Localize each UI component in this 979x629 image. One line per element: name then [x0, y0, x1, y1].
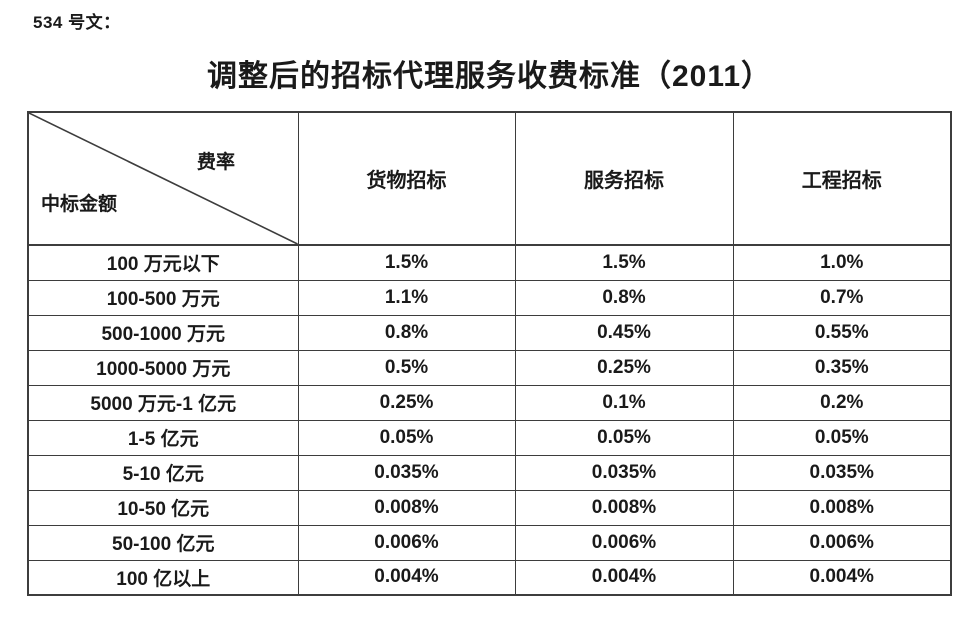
table-row: 50-100 亿元 0.006% 0.006% 0.006% [27, 524, 952, 561]
page-title: 调整后的招标代理服务收费标准（2011） [206, 60, 773, 93]
table-row: 5-10 亿元 0.035% 0.035% 0.035% [27, 454, 952, 491]
rate-value-cell: 0.008% [732, 489, 952, 526]
rate-value-cell: 0.8% [514, 279, 734, 316]
row-label-bid-amount-range: 100-500 万元 [27, 279, 299, 316]
row-label-bid-amount-range: 100 亿以上 [27, 559, 299, 596]
rate-value-cell: 0.5% [297, 349, 516, 386]
rate-value-cell: 0.05% [297, 419, 516, 456]
table-row: 100-500 万元 1.1% 0.8% 0.7% [27, 279, 952, 316]
table-row: 500-1000 万元 0.8% 0.45% 0.55% [27, 314, 952, 351]
table-header-row: 费率 中标金额 货物招标 服务招标 工程招标 [27, 111, 952, 246]
table-row: 100 万元以下 1.5% 1.5% 1.0% [27, 244, 952, 281]
rate-value-cell: 0.008% [514, 489, 734, 526]
diagonal-divider-line [29, 113, 298, 244]
row-label-bid-amount-range: 1000-5000 万元 [27, 349, 299, 386]
rate-value-cell: 0.35% [732, 349, 952, 386]
table-row: 100 亿以上 0.004% 0.004% 0.004% [27, 559, 952, 596]
rate-value-cell: 0.035% [514, 454, 734, 491]
rate-value-cell: 0.004% [297, 559, 516, 596]
rate-value-cell: 1.5% [297, 244, 516, 281]
rate-value-cell: 0.05% [732, 419, 952, 456]
column-header-engineering-bidding: 工程招标 [732, 111, 952, 246]
row-label-bid-amount-range: 1-5 亿元 [27, 419, 299, 456]
table-row: 10-50 亿元 0.008% 0.008% 0.008% [27, 489, 952, 526]
rate-value-cell: 0.2% [732, 384, 952, 421]
corner-label-bid-amount: 中标金额 [41, 194, 118, 215]
rate-value-cell: 0.006% [297, 524, 516, 561]
rate-value-cell: 0.25% [297, 384, 516, 421]
fee-standard-table: 费率 中标金额 货物招标 服务招标 工程招标 100 万元以下 1.5% 1.5% 1… [27, 111, 952, 596]
table-row: 1-5 亿元 0.05% 0.05% 0.05% [27, 419, 952, 456]
rate-value-cell: 1.5% [514, 244, 734, 281]
rate-value-cell: 0.008% [297, 489, 516, 526]
rate-value-cell: 0.1% [514, 384, 734, 421]
table-corner-cell: 费率 中标金额 [27, 111, 299, 246]
row-label-bid-amount-range: 50-100 亿元 [27, 524, 299, 561]
rate-value-cell: 0.006% [514, 524, 734, 561]
rate-value-cell: 1.1% [297, 279, 516, 316]
rate-value-cell: 0.035% [732, 454, 952, 491]
table-body: 100 万元以下 1.5% 1.5% 1.0% 100-500 万元 1.1% 0.8% 0.… [27, 244, 952, 596]
rate-value-cell: 0.8% [297, 314, 516, 351]
rate-value-cell: 0.035% [297, 454, 516, 491]
rate-value-cell: 0.05% [514, 419, 734, 456]
rate-value-cell: 0.7% [732, 279, 952, 316]
row-label-bid-amount-range: 5-10 亿元 [27, 454, 299, 491]
doc-number-label: 534 号文： [33, 13, 121, 32]
table-row: 5000 万元-1 亿元 0.25% 0.1% 0.2% [27, 384, 952, 421]
column-header-service-bidding: 服务招标 [514, 111, 734, 246]
rate-value-cell: 0.45% [514, 314, 734, 351]
corner-label-rate: 费率 [197, 152, 236, 173]
table-row: 1000-5000 万元 0.5% 0.25% 0.35% [27, 349, 952, 386]
row-label-bid-amount-range: 500-1000 万元 [27, 314, 299, 351]
row-label-bid-amount-range: 5000 万元-1 亿元 [27, 384, 299, 421]
rate-value-cell: 0.004% [732, 559, 952, 596]
column-header-goods-bidding: 货物招标 [297, 111, 516, 246]
rate-value-cell: 1.0% [732, 244, 952, 281]
rate-value-cell: 0.006% [732, 524, 952, 561]
rate-value-cell: 0.25% [514, 349, 734, 386]
rate-value-cell: 0.55% [732, 314, 952, 351]
rate-value-cell: 0.004% [514, 559, 734, 596]
row-label-bid-amount-range: 10-50 亿元 [27, 489, 299, 526]
row-label-bid-amount-range: 100 万元以下 [27, 244, 299, 281]
